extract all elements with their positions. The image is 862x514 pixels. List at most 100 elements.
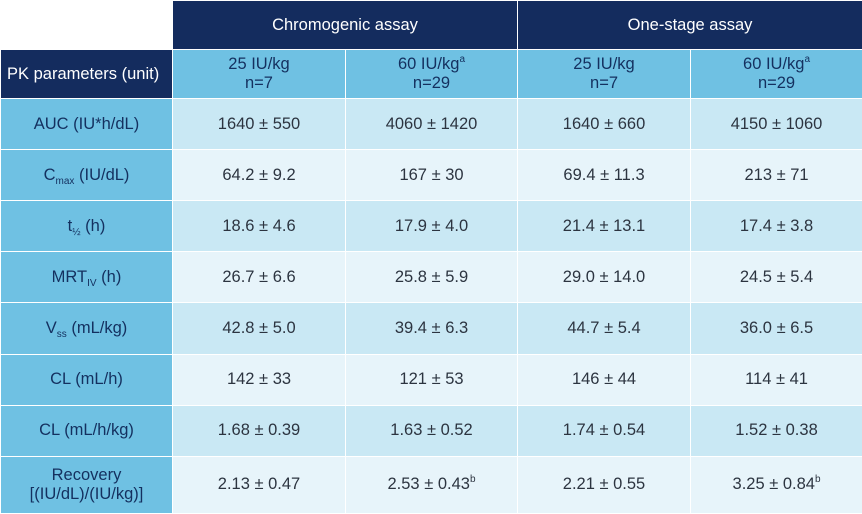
table-row: MRTIV (h) 26.7 ± 6.6 25.8 ± 5.9 29.0 ± 14.0… <box>0 251 862 304</box>
value-cell: 26.7 ± 6.6 <box>172 251 346 304</box>
cell-value: 167 ± 30 <box>399 165 464 184</box>
parameter-name: CL (mL/h) <box>50 370 123 389</box>
cell-value: 21.4 ± 13.1 <box>562 216 646 235</box>
parameter-label: MRTIV (h) <box>0 251 173 304</box>
value-cell: 21.4 ± 13.1 <box>517 200 692 253</box>
cell-value: 3.25 ± 0.84 <box>732 475 815 494</box>
cell-value: 114 ± 41 <box>745 370 808 389</box>
value-cell: 25.8 ± 5.9 <box>344 251 519 304</box>
value-cell: 17.9 ± 4.0 <box>344 200 519 253</box>
value-cell: 1640 ± 660 <box>517 97 692 151</box>
value-cell: 39.4 ± 6.3 <box>344 302 519 355</box>
cell-value: 69.4 ± 11.3 <box>563 165 645 184</box>
value-cell: 29.0 ± 14.0 <box>517 251 692 304</box>
cell-value: 18.6 ± 4.6 <box>222 216 296 235</box>
value-cell: 24.5 ± 5.4 <box>690 251 862 304</box>
dose-label: 25 IU/kg <box>573 55 635 73</box>
value-cell: 2.13 ± 0.47 <box>172 455 346 514</box>
parameter-unit: (h) <box>80 216 106 235</box>
parameter-label: Cmax (IU/dL) <box>0 149 173 202</box>
dose-label: 60 IU/kg <box>743 55 805 73</box>
cell-value: 26.7 ± 6.6 <box>222 267 296 286</box>
sample-size: n=7 <box>590 74 619 92</box>
cell-value: 1.68 ± 0.39 <box>217 421 301 440</box>
value-cell: 4150 ± 1060 <box>690 97 862 151</box>
chromogenic-assay-header: Chromogenic assay <box>171 0 519 50</box>
cell-value: 2.53 ± 0.43 <box>387 475 470 494</box>
dose-column-header: 60 IU/kga n=29 <box>344 49 519 99</box>
parameter-label: CL (mL/h) <box>0 353 173 406</box>
parameter-unit: (h) <box>96 267 122 286</box>
parameter-subscript: max <box>55 175 75 187</box>
cell-value: 39.4 ± 6.3 <box>394 318 469 337</box>
parameter-label: CL (mL/h/kg) <box>0 404 173 457</box>
footnote-marker: a <box>804 54 811 65</box>
dose-column-header: 25 IU/kg n=7 <box>517 49 692 99</box>
parameter-unit: (IU/dL) <box>74 165 130 184</box>
value-cell: 36.0 ± 6.5 <box>690 302 862 355</box>
value-cell: 1.63 ± 0.52 <box>344 404 519 457</box>
cell-value: 1640 ± 660 <box>562 114 646 133</box>
cell-value: 1640 ± 550 <box>217 114 301 133</box>
value-cell: 44.7 ± 5.4 <box>517 302 692 355</box>
value-cell: 64.2 ± 9.2 <box>172 149 346 202</box>
corner-cell <box>0 0 173 50</box>
value-cell: 142 ± 33 <box>172 353 346 406</box>
table-row: AUC (IU*h/dL) 1640 ± 550 4060 ± 1420 1640 ±… <box>0 97 862 151</box>
cell-value: 4150 ± 1060 <box>730 114 823 133</box>
cell-value: 29.0 ± 14.0 <box>562 267 646 286</box>
parameter-name: C <box>43 165 56 184</box>
table-row: Vss (mL/kg) 42.8 ± 5.0 39.4 ± 6.3 44.7 ± 5.… <box>0 302 862 355</box>
value-cell: 69.4 ± 11.3 <box>517 149 692 202</box>
cell-value: 2.13 ± 0.47 <box>217 475 301 494</box>
pk-parameters-header: PK parameters (unit) <box>0 49 173 99</box>
parameter-unit: [(IU/dL)/(IU/kg)] <box>29 484 144 503</box>
value-cell: 114 ± 41 <box>690 353 862 406</box>
cell-value: 1.63 ± 0.52 <box>390 421 473 440</box>
table-row: CL (mL/h) 142 ± 33 121 ± 53 146 ± 44 114 ± 4… <box>0 353 862 406</box>
cell-value: 64.2 ± 9.2 <box>222 165 296 184</box>
value-cell: 213 ± 71 <box>690 149 862 202</box>
value-cell: 2.53 ± 0.43b <box>344 455 519 514</box>
parameter-label: AUC (IU*h/dL) <box>0 97 173 151</box>
value-cell: 4060 ± 1420 <box>344 97 519 151</box>
cell-value: 4060 ± 1420 <box>385 114 478 133</box>
sample-size: n=29 <box>412 74 451 92</box>
parameter-name: V <box>45 318 57 337</box>
parameter-subscript: IV <box>87 277 97 289</box>
value-cell: 1.68 ± 0.39 <box>172 404 346 457</box>
cell-value: 36.0 ± 6.5 <box>739 318 814 337</box>
value-cell: 146 ± 44 <box>517 353 692 406</box>
value-cell: 42.8 ± 5.0 <box>172 302 346 355</box>
dose-column-header: 25 IU/kg n=7 <box>172 49 346 99</box>
cell-value: 213 ± 71 <box>744 165 809 184</box>
cell-value: 24.5 ± 5.4 <box>739 267 814 286</box>
cell-value: 142 ± 33 <box>226 370 292 389</box>
value-cell: 3.25 ± 0.84b <box>690 455 862 514</box>
parameter-name: Recovery <box>51 465 122 484</box>
cell-value: 44.7 ± 5.4 <box>567 318 641 337</box>
dose-label: 60 IU/kg <box>398 55 460 73</box>
parameter-unit: (mL/kg) <box>66 318 128 337</box>
cell-value: 1.74 ± 0.54 <box>562 421 646 440</box>
value-cell: 17.4 ± 3.8 <box>690 200 862 253</box>
table-row: Recovery [(IU/dL)/(IU/kg)] 2.13 ± 0.47 2.53… <box>0 455 862 514</box>
dose-column-header: 60 IU/kga n=29 <box>690 49 862 99</box>
table-body: AUC (IU*h/dL) 1640 ± 550 4060 ± 1420 1640 ±… <box>0 97 862 514</box>
footnote-marker: b <box>469 474 476 486</box>
parameter-name: MRT <box>51 267 88 286</box>
cell-value: 1.52 ± 0.38 <box>735 421 818 440</box>
value-cell: 121 ± 53 <box>344 353 519 406</box>
table-row: t½ (h) 18.6 ± 4.6 17.9 ± 4.0 21.4 ± 13.1 17.… <box>0 200 862 253</box>
sample-size: n=7 <box>245 74 273 92</box>
sample-size: n=29 <box>757 74 796 92</box>
cell-value: 42.8 ± 5.0 <box>222 318 296 337</box>
value-cell: 1.74 ± 0.54 <box>517 404 692 457</box>
parameter-label: Vss (mL/kg) <box>0 302 173 355</box>
parameter-label: t½ (h) <box>0 200 173 253</box>
cell-value: 121 ± 53 <box>399 370 464 389</box>
cell-value: 25.8 ± 5.9 <box>394 267 469 286</box>
parameter-name: CL (mL/h/kg) <box>39 421 134 440</box>
cell-value: 17.9 ± 4.0 <box>394 216 469 235</box>
